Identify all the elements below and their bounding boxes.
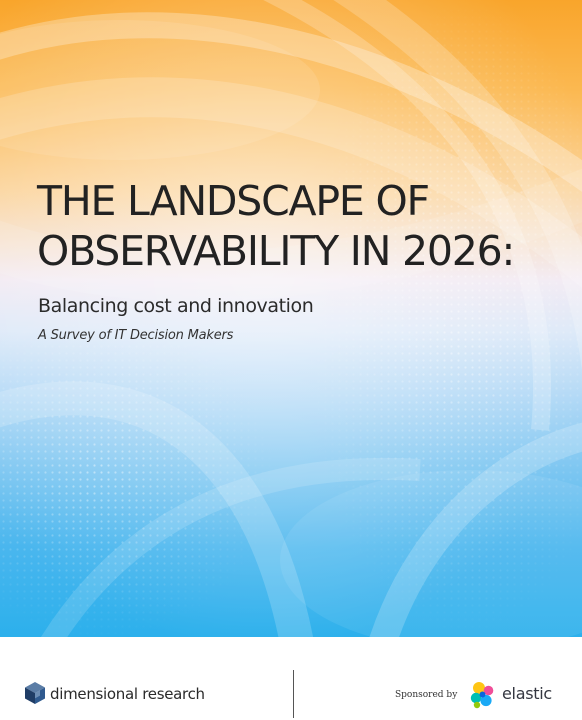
publisher-name: dimensional research (50, 685, 205, 703)
report-subtitle: Balancing cost and innovation (38, 295, 314, 317)
report-title: THE LANDSCAPE OF OBSERVABILITY IN 2026: (37, 176, 557, 276)
sponsor-name: elastic (502, 684, 552, 703)
cube-icon (25, 682, 45, 704)
sponsored-by-label: Sponsored by (395, 690, 458, 700)
hero-swirl-background (0, 0, 582, 637)
cover-hero: THE LANDSCAPE OF OBSERVABILITY IN 2026: … (0, 0, 582, 637)
report-tagline: A Survey of IT Decision Makers (38, 328, 234, 343)
report-title-line-2: OBSERVABILITY IN 2026: (37, 227, 515, 275)
elastic-cluster-icon (470, 682, 494, 709)
footer-divider (293, 670, 294, 718)
cover-footer: dimensional research Sponsored by elasti… (0, 637, 582, 720)
report-title-line-1: THE LANDSCAPE OF (37, 177, 430, 225)
